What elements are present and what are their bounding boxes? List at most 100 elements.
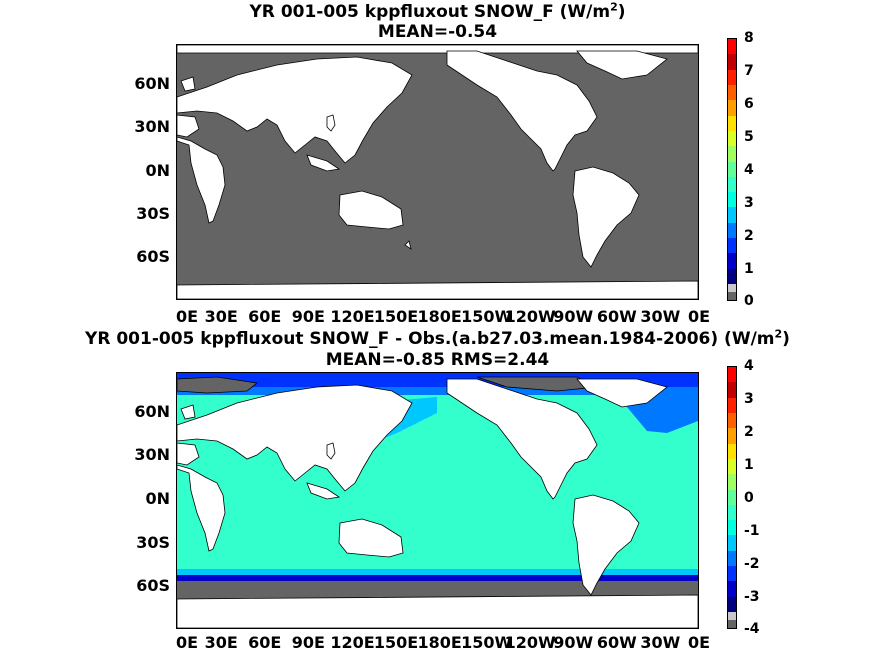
panel1-title-end: ) bbox=[617, 2, 626, 22]
lon-label: 150E bbox=[373, 633, 419, 652]
panel1-map bbox=[176, 44, 699, 300]
colorbar-segment bbox=[728, 458, 736, 475]
panel2-title-end: ) bbox=[782, 329, 790, 349]
colorbar-segment bbox=[728, 581, 736, 598]
colorbar-segment bbox=[728, 428, 736, 445]
lat-label: 0N bbox=[145, 489, 170, 508]
panel1-subtitle: MEAN=-0.54 bbox=[377, 22, 498, 42]
panel1-cb-label: 2 bbox=[744, 228, 754, 244]
lon-label: 60W bbox=[596, 307, 637, 326]
lon-label: 60E bbox=[248, 307, 282, 326]
panel2-cb-label: 2 bbox=[744, 424, 754, 440]
colorbar-segment bbox=[728, 238, 736, 254]
colorbar-segment bbox=[728, 268, 736, 285]
lon-label: 90E bbox=[291, 307, 325, 326]
panel1-cb-label: 6 bbox=[744, 96, 754, 112]
panel2-south-band-1 bbox=[177, 569, 698, 575]
panel2-cb-label: 1 bbox=[744, 457, 754, 473]
panel1-cb-label: 5 bbox=[744, 129, 754, 145]
panel1-cb-label: 4 bbox=[744, 162, 754, 178]
colorbar-segment bbox=[728, 100, 736, 117]
panel2-title-sup: 2 bbox=[774, 327, 783, 341]
lon-label: 30W bbox=[640, 307, 681, 326]
lon-label: 90E bbox=[291, 633, 325, 652]
colorbar-land bbox=[728, 292, 736, 300]
colorbar-segment bbox=[728, 69, 736, 86]
panel2-land bbox=[177, 376, 698, 628]
lon-label: 150W bbox=[461, 633, 513, 652]
colorbar-segment bbox=[728, 382, 736, 399]
panel1-land bbox=[177, 45, 698, 299]
colorbar-segment bbox=[728, 222, 736, 239]
colorbar-segment bbox=[728, 504, 736, 521]
lat-label: 30S bbox=[136, 204, 170, 223]
lon-label: 120W bbox=[504, 307, 556, 326]
panel2-cb-label: 0 bbox=[744, 490, 754, 506]
lon-label: 150E bbox=[373, 307, 419, 326]
panel2-cb-label: -3 bbox=[744, 589, 760, 605]
lon-label: 120E bbox=[330, 633, 375, 652]
colorbar-segment bbox=[728, 192, 736, 208]
lon-label: 180E bbox=[417, 307, 462, 326]
panel1-title-sup: 2 bbox=[610, 0, 618, 14]
colorbar-segment bbox=[728, 520, 736, 536]
lat-label: 60N bbox=[134, 402, 170, 421]
lat-label: 30N bbox=[134, 445, 170, 464]
panel1-title-text: YR 001-005 kppfluxout SNOW_F (W/m bbox=[249, 2, 611, 22]
panel1-cb-label: 3 bbox=[744, 195, 754, 211]
colorbar-segment bbox=[728, 130, 736, 147]
colorbar-segment bbox=[728, 161, 736, 178]
colorbar-segment bbox=[728, 443, 736, 460]
lon-label: 180E bbox=[417, 633, 462, 652]
lat-label: 30S bbox=[136, 533, 170, 552]
lat-label: 30N bbox=[134, 117, 170, 136]
lon-label: 60W bbox=[596, 633, 637, 652]
panel2-map-svg bbox=[177, 373, 698, 628]
colorbar-segment bbox=[728, 84, 736, 101]
colorbar-segment bbox=[728, 367, 736, 383]
colorbar-land bbox=[728, 620, 736, 628]
colorbar-segment bbox=[728, 550, 736, 567]
panel2-subtitle: MEAN=-0.85 RMS=2.44 bbox=[325, 350, 550, 370]
panel2-title: YR 001-005 kppfluxout SNOW_F - Obs.(a.b2… bbox=[0, 327, 875, 349]
panel1-map-svg bbox=[177, 45, 698, 299]
panel2-cb-label: -2 bbox=[744, 556, 760, 572]
lon-label: 120W bbox=[504, 633, 556, 652]
panel2-cb-label: 3 bbox=[744, 391, 754, 407]
colorbar-segment bbox=[728, 146, 736, 162]
colorbar-segment bbox=[728, 207, 736, 224]
panel2-colorbar bbox=[727, 366, 737, 629]
lon-label: 30E bbox=[204, 633, 238, 652]
colorbar-segment bbox=[728, 176, 736, 193]
panel1-cb-label: 0 bbox=[744, 293, 754, 309]
lon-label: 0E bbox=[176, 307, 199, 326]
panel2-cb-label: -1 bbox=[744, 523, 760, 539]
colorbar-segment bbox=[728, 489, 736, 506]
lon-label: 120E bbox=[330, 307, 375, 326]
lat-label: 60N bbox=[134, 74, 170, 93]
colorbar-segment bbox=[728, 412, 736, 429]
lon-label: 150W bbox=[461, 307, 513, 326]
colorbar-segment bbox=[728, 39, 736, 55]
panel1-title: YR 001-005 kppfluxout SNOW_F (W/m2) bbox=[0, 0, 875, 22]
lon-label: 0E bbox=[176, 633, 199, 652]
colorbar-missing bbox=[728, 284, 736, 292]
panel2-arctic-band-2 bbox=[177, 387, 698, 395]
colorbar-segment bbox=[728, 596, 736, 613]
lat-label: 60S bbox=[136, 247, 170, 266]
panel2-south-band-2 bbox=[177, 575, 698, 581]
panel1-cb-label: 8 bbox=[744, 30, 754, 46]
panel2-title-text: YR 001-005 kppfluxout SNOW_F - Obs.(a.b2… bbox=[85, 329, 775, 349]
lon-label: 90W bbox=[553, 307, 594, 326]
colorbar-segment bbox=[728, 566, 736, 582]
lon-label: 30E bbox=[204, 307, 238, 326]
lat-label: 0N bbox=[145, 161, 170, 180]
colorbar-missing bbox=[728, 612, 736, 620]
panel2-cb-label: -4 bbox=[744, 621, 760, 637]
lon-label: 30W bbox=[640, 633, 681, 652]
colorbar-segment bbox=[728, 54, 736, 71]
lon-label: 90W bbox=[553, 633, 594, 652]
panel2-cb-label: 4 bbox=[744, 358, 754, 374]
colorbar-segment bbox=[728, 474, 736, 490]
lon-label: 60E bbox=[248, 633, 282, 652]
